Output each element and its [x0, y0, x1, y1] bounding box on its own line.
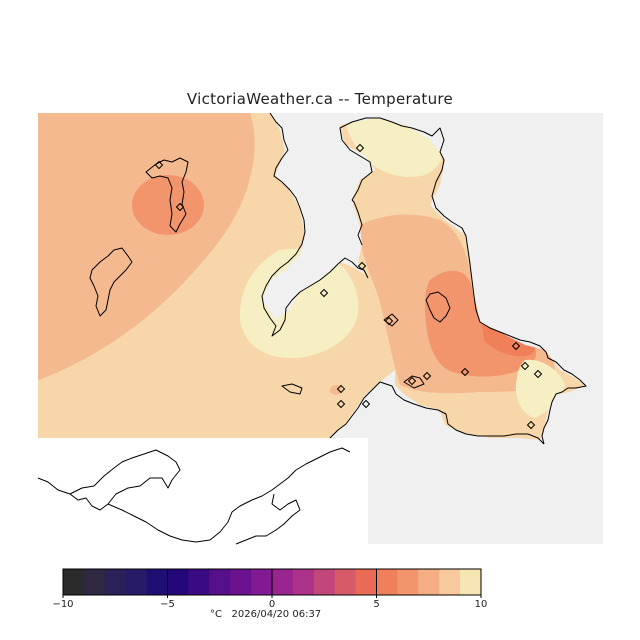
coastline-island-west [89, 247, 133, 317]
colorbar-tick-label-2: 0 [269, 599, 275, 610]
station-marker-5 [357, 261, 367, 271]
colorbar-bin-4 [146, 569, 168, 595]
coastline-victoria-south [329, 381, 545, 445]
field-band-7-8-west [38, 113, 255, 380]
colorbar-labels: −10 −5 0 5 10 [52, 599, 487, 610]
coastline-olympic-inlet [69, 493, 109, 511]
legend-units: °C [210, 609, 222, 620]
map-title: VictoriaWeather.ca -- Temperature [186, 90, 454, 108]
colorbar-bin-5 [167, 569, 189, 595]
colorbar-bin-10 [272, 569, 294, 595]
field-band-6-7-west [132, 175, 204, 235]
colorbar-tick-label-4: 10 [475, 599, 488, 610]
station-marker-6 [384, 316, 394, 326]
colorbar-bin-15 [376, 569, 398, 595]
station-marker-16 [526, 420, 536, 430]
colorbar-bin-3 [125, 569, 148, 595]
colorbar-bin-6 [188, 569, 210, 595]
colorbar-bin-13 [334, 569, 357, 595]
station-marker-12 [336, 384, 346, 394]
colorbar-bin-14 [355, 569, 377, 595]
station-marker-3 [355, 143, 365, 153]
colorbar-bin-1 [83, 569, 106, 595]
coastline-vancouver-island-east [261, 112, 369, 337]
station-marker-4 [319, 288, 329, 298]
station-marker-15 [407, 376, 417, 386]
station-marker-10 [533, 369, 543, 379]
station-marker-8 [460, 367, 470, 377]
colorbar-tick-label-1: −5 [160, 599, 175, 610]
coastline-olympic [37, 447, 351, 543]
station-marker-11 [422, 371, 432, 381]
colorbar-bin-17 [418, 569, 440, 595]
colorbar-bin-19 [460, 569, 482, 595]
field-band-5-6-east [482, 325, 535, 357]
no-data-area [38, 438, 368, 544]
colorbar-ticks [62, 569, 482, 598]
colorbar-bin-16 [397, 569, 419, 595]
coastlines [37, 112, 587, 545]
legend-timestamp: 2026/04/20 06:37 [231, 609, 322, 620]
colorbar-tick-label-0: −10 [52, 599, 73, 610]
colorbar-bin-8 [230, 569, 252, 595]
station-marker-14 [361, 399, 371, 409]
colorbar-bins [63, 569, 482, 595]
coastline-olympic-south [235, 493, 301, 545]
station-marker-1 [154, 160, 164, 170]
colorbar-bin-2 [104, 569, 127, 595]
legend-caption: °C 2026/04/20 06:37 [210, 609, 321, 620]
coastline-island-small-3 [403, 375, 425, 389]
coastline-island-small-1 [281, 383, 303, 395]
coastline-inlet [351, 199, 363, 246]
colorbar-tick-label-3: 5 [373, 599, 379, 610]
coastline-island-north-west [145, 157, 189, 233]
colorbar-bin-11 [292, 569, 315, 595]
coastline-saanich [339, 117, 587, 445]
coastline-island-bay [425, 291, 451, 323]
station-markers [154, 143, 543, 430]
station-marker-7 [511, 341, 521, 351]
colorbar-bin-12 [313, 569, 336, 595]
station-marker-13 [336, 399, 346, 409]
colorbar-bin-18 [439, 569, 461, 595]
colorbar-bin-0 [63, 569, 85, 595]
colorbar-bin-9 [251, 569, 273, 595]
station-marker-2 [175, 202, 185, 212]
colorbar-bin-7 [209, 569, 231, 595]
field-band-9-10-center [239, 248, 359, 359]
station-marker-9 [520, 361, 530, 371]
